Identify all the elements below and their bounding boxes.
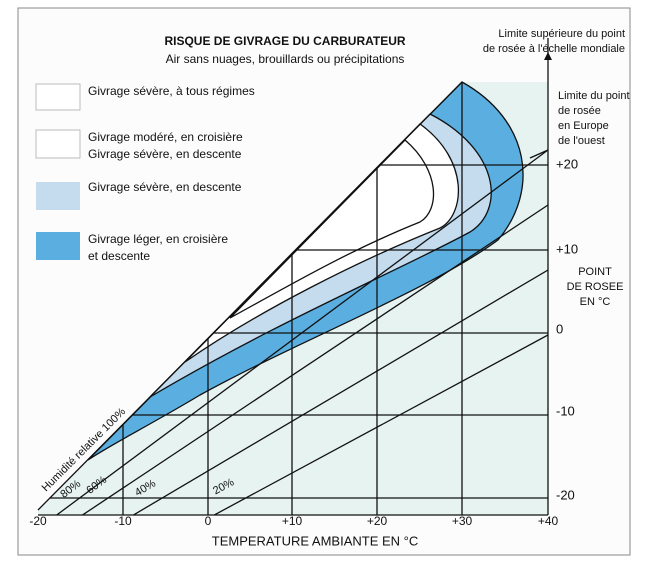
x-axis-label: TEMPERATURE AMBIANTE EN °C: [212, 533, 418, 548]
legend-label: Givrage sévère, en descente: [88, 180, 242, 194]
arrow: [544, 52, 552, 60]
legend-swatch: [35, 83, 81, 111]
x-tick-label: +20: [367, 514, 388, 528]
legend-swatch: [36, 182, 80, 210]
x-tick-label: +10: [282, 514, 303, 528]
x-tick-label: +30: [452, 514, 473, 528]
severe-region: [229, 139, 435, 319]
y-axis-label: DE ROSEE: [567, 281, 624, 293]
grid: [49, 82, 548, 515]
annotation: Limite du point: [558, 90, 630, 102]
legend-swatch: [36, 232, 80, 260]
y-tick-label: 0: [556, 321, 563, 336]
legend-label: Givrage modéré, en croisière: [88, 130, 243, 144]
y-tick-label: -20: [556, 487, 575, 502]
y-axis-label: POINT: [578, 266, 612, 278]
legend-label: et descente: [88, 249, 150, 263]
annotation: de rosée: [558, 105, 601, 117]
annotation: de rosée à l'échelle mondiale: [483, 43, 625, 55]
y-tick-label: -10: [556, 403, 575, 418]
legend-label: Givrage sévère, en descente: [88, 147, 242, 161]
y-tick-label: +10: [556, 241, 578, 256]
x-tick-label: 0: [205, 514, 212, 528]
x-tick-label: +40: [538, 514, 559, 528]
legend-label: Givrage léger, en croisière: [88, 232, 228, 246]
subtitle: Air sans nuages, brouillards ou précipit…: [166, 52, 405, 66]
title: RISQUE DE GIVRAGE DU CARBURATEUR: [164, 34, 405, 48]
x-tick-label: -10: [114, 514, 132, 528]
annotation: Limite supérieure du point: [498, 28, 625, 40]
legend-swatch: [35, 129, 81, 159]
annotation: en Europe: [558, 120, 609, 132]
y-axis-label: EN °C: [580, 296, 611, 308]
x-tick-label: -20: [29, 514, 47, 528]
annotation: de l'ouest: [558, 135, 605, 147]
arrow-line: [529, 149, 549, 159]
y-tick-label: +20: [556, 156, 578, 171]
rh-100-line: [37, 81, 463, 511]
legend-label: Givrage sévère, à tous régimes: [88, 84, 255, 98]
